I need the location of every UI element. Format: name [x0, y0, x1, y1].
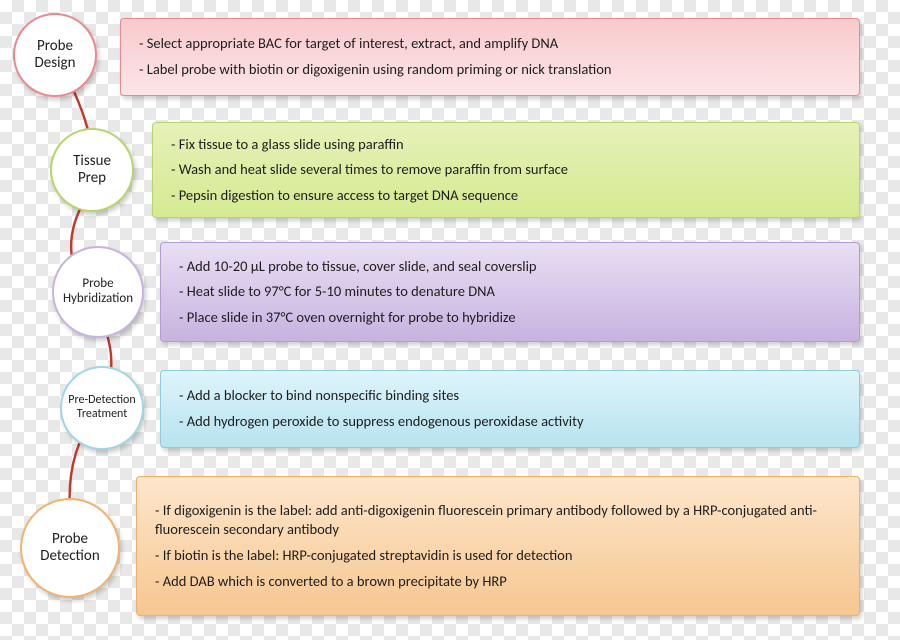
pre-detection-treatment-panel: - Add a blocker to bind nonspecific bind… — [160, 370, 860, 448]
probe-detection-line-1: - If biotin is the label: HRP-conjugated… — [155, 546, 845, 566]
pre-detection-treatment-line-0: - Add a blocker to bind nonspecific bind… — [179, 386, 845, 406]
tissue-prep-circle: Tissue Prep — [50, 128, 134, 212]
probe-detection-label: Probe Detection — [28, 531, 112, 566]
pre-detection-treatment-label: Pre-Detection Treatment — [68, 394, 136, 422]
tissue-prep-panel: - Fix tissue to a glass slide using para… — [152, 122, 860, 218]
tissue-prep-line-0: - Fix tissue to a glass slide using para… — [171, 135, 845, 155]
probe-hybridization-panel: - Add 10-20 µL probe to tissue, cover sl… — [160, 242, 860, 342]
probe-hybridization-line-0: - Add 10-20 µL probe to tissue, cover sl… — [179, 257, 845, 277]
tissue-prep-line-1: - Wash and heat slide several times to r… — [171, 160, 845, 180]
tissue-prep-label: Tissue Prep — [58, 153, 126, 188]
pre-detection-treatment-line-1: - Add hydrogen peroxide to suppress endo… — [179, 412, 845, 432]
tissue-prep-line-2: - Pepsin digestion to ensure access to t… — [171, 186, 845, 206]
diagram-stage: - Select appropriate BAC for target of i… — [0, 0, 900, 640]
probe-hybridization-line-2: - Place slide in 37°C oven overnight for… — [179, 308, 845, 328]
probe-hybridization-label: Probe Hybridization — [60, 277, 136, 307]
probe-detection-circle: Probe Detection — [20, 498, 120, 598]
pre-detection-treatment-circle: Pre-Detection Treatment — [60, 366, 144, 450]
probe-design-circle: Probe Design — [13, 13, 97, 97]
probe-detection-panel: - If digoxigenin is the label: add anti-… — [136, 476, 860, 616]
probe-design-line-1: - Label probe with biotin or digoxigenin… — [139, 60, 845, 80]
probe-hybridization-line-1: - Heat slide to 97°C for 5-10 minutes to… — [179, 282, 845, 302]
probe-design-panel: - Select appropriate BAC for target of i… — [120, 18, 860, 96]
probe-design-label: Probe Design — [21, 38, 89, 73]
probe-design-line-0: - Select appropriate BAC for target of i… — [139, 34, 845, 54]
probe-detection-line-2: - Add DAB which is converted to a brown … — [155, 572, 845, 592]
probe-detection-line-0: - If digoxigenin is the label: add anti-… — [155, 501, 845, 540]
probe-hybridization-circle: Probe Hybridization — [52, 246, 144, 338]
